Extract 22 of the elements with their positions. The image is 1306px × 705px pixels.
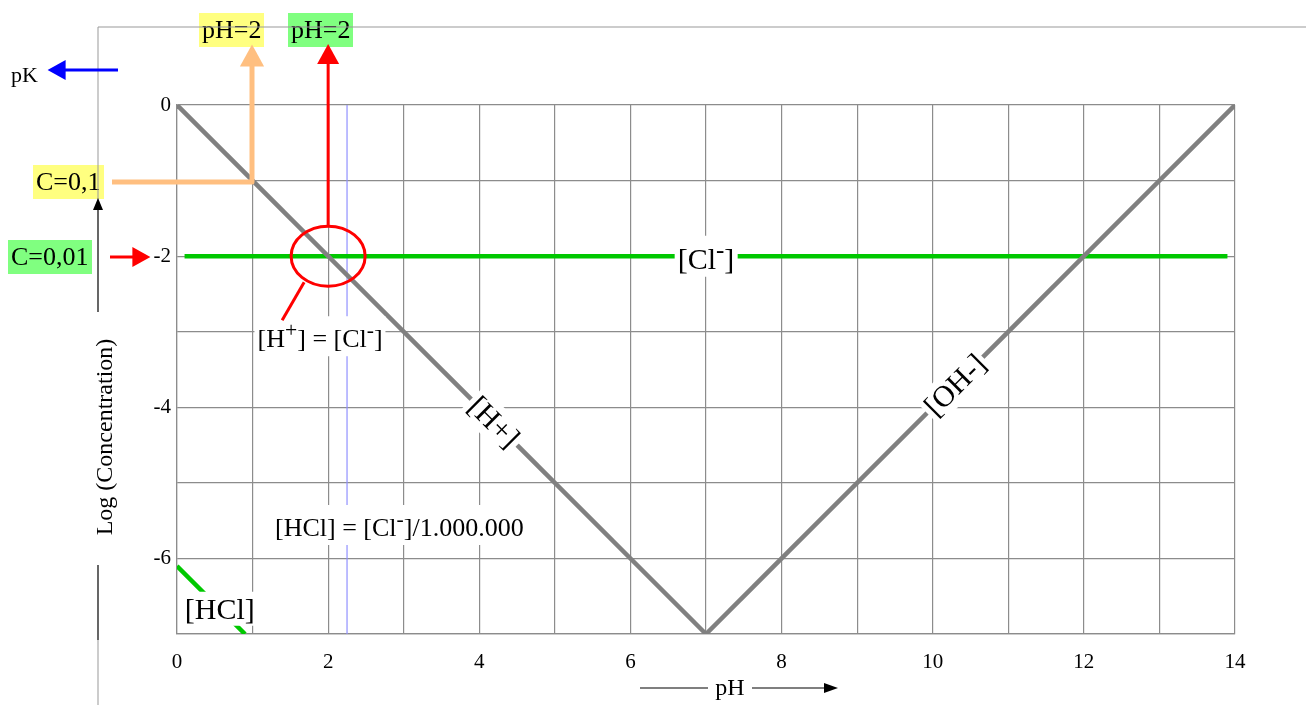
x-axis-title: pH [715, 674, 745, 702]
x-tick-label: 6 [625, 649, 636, 674]
x-tick-label: 4 [474, 649, 486, 674]
annotation: [HCl] = [Cl$^{-}$]/1.000.000 [272, 505, 527, 545]
text: C=0,1 [33, 165, 104, 199]
y-tick-label: -6 [153, 544, 171, 569]
x-tick-label: 12 [1073, 649, 1095, 674]
x-tick-label: 10 [922, 649, 944, 674]
x-tick-label: 2 [322, 649, 334, 674]
x-tick-label: 8 [776, 649, 787, 674]
text: pK [10, 61, 39, 89]
text: pH=2 [288, 13, 354, 47]
text: C=0,01 [8, 240, 92, 274]
y-axis-title: Log (Concentration) [91, 338, 119, 536]
y-tick-label: 0 [160, 91, 171, 116]
y-tick-label: -4 [153, 393, 172, 418]
text: pH=2 [199, 13, 265, 47]
x-tick-label: 14 [1224, 649, 1246, 674]
y-tick-label: -2 [153, 242, 171, 267]
series-label: [HCl] [181, 591, 258, 627]
annotation: [H$^{+}$] = [Cl$^{-}$] [254, 316, 386, 356]
series-label: [Cl$^{-}$] [674, 235, 738, 277]
